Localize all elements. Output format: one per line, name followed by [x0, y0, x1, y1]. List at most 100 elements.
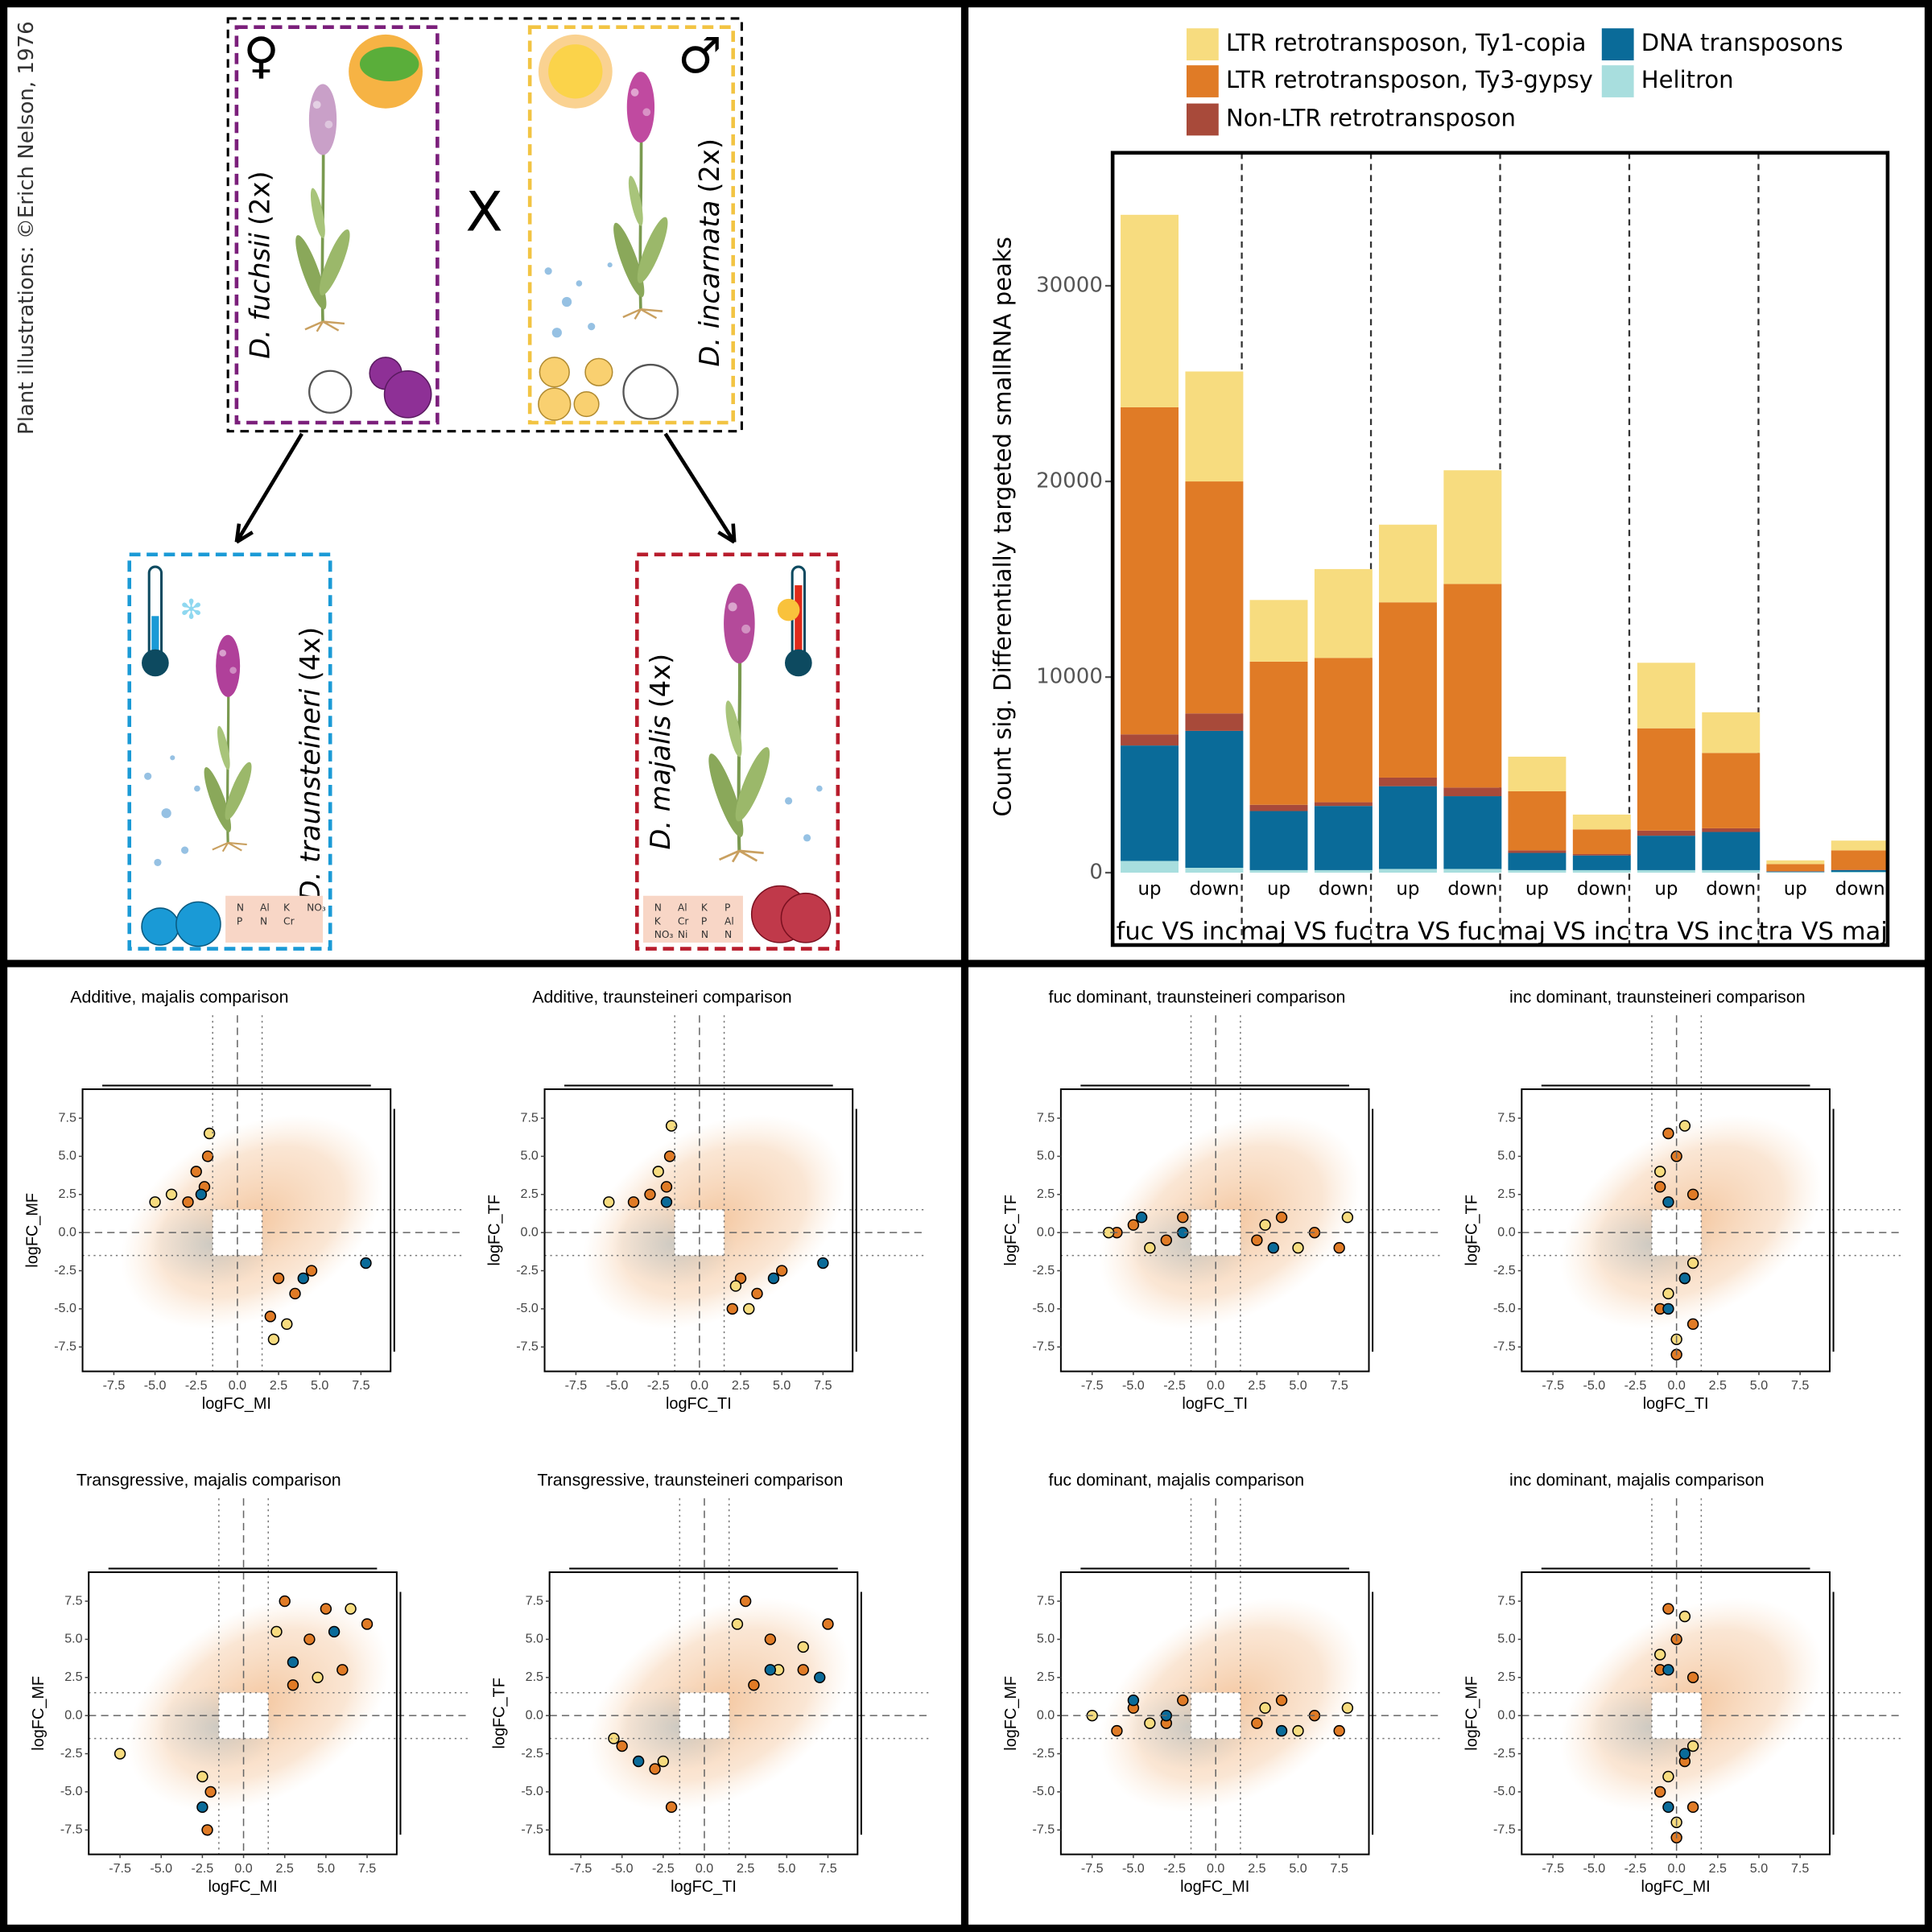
ploidy: (2x): [694, 138, 725, 193]
y-tick-label: 2.5: [1037, 1670, 1055, 1684]
point: [1177, 1695, 1189, 1707]
x-tick-label: 7.5: [1331, 1378, 1348, 1393]
plot-frame: [548, 1571, 859, 1856]
bar-segment: [1508, 852, 1567, 870]
point: [1144, 1717, 1156, 1729]
bar-segment: [1378, 602, 1437, 778]
point: [1653, 1181, 1666, 1193]
point: [1292, 1241, 1304, 1254]
point: [1259, 1702, 1271, 1714]
point: [1177, 1212, 1189, 1224]
point: [203, 1127, 216, 1140]
x-axis-label: logFC_MI: [1641, 1878, 1711, 1896]
legend-swatch: [1186, 65, 1219, 97]
point: [1267, 1241, 1280, 1254]
plot-area: [1086, 1597, 1362, 1813]
point: [1135, 1212, 1148, 1224]
credit: Plant illustrations: ©Erich Nelson, 1976: [14, 21, 39, 435]
point: [264, 1311, 277, 1323]
point: [196, 1770, 208, 1783]
y-axis-label: logFC_TF: [1002, 1195, 1020, 1265]
point: [627, 1196, 640, 1208]
bar-segment: [1314, 869, 1373, 873]
nutrient-label: NO₃: [654, 929, 674, 940]
male-symbol: ♂: [678, 27, 722, 85]
x-tick-label: down: [1577, 879, 1627, 900]
point: [305, 1265, 318, 1277]
point: [1686, 1257, 1699, 1269]
ploidy: (4x): [295, 627, 326, 682]
nutrient-label: K: [654, 915, 662, 927]
bar-segment: [1637, 869, 1695, 873]
y-tick-label: -2.5: [1493, 1263, 1516, 1278]
y-tick-label: 7.5: [64, 1593, 82, 1608]
x-tick-label: 5.0: [311, 1378, 328, 1393]
y-tick-label: -2.5: [60, 1746, 83, 1761]
y-tick-label: 5.0: [1037, 1632, 1055, 1646]
nutrient-label: Ni: [678, 929, 688, 940]
genome-icon: [573, 390, 600, 418]
plot-area: [1559, 1114, 1823, 1360]
bar-segment: [1508, 756, 1567, 791]
bar-segment: [1249, 869, 1308, 873]
bar-segment: [1185, 371, 1244, 482]
point: [289, 1287, 301, 1300]
scatter-plot: inc dominant, majalis comparison -7.5 -5.0…: [1463, 1470, 1904, 1896]
plot-title: fuc dominant, majalis comparison: [1049, 1470, 1305, 1489]
point: [1662, 1770, 1674, 1783]
point: [657, 1755, 670, 1768]
genome-icon: [539, 357, 570, 388]
cross: X: [465, 180, 502, 243]
y-tick-label: 7.5: [526, 1593, 543, 1608]
point: [1662, 1287, 1674, 1300]
point: [1292, 1724, 1304, 1737]
bar-segment: [1378, 524, 1437, 603]
x-tick-label: 2.5: [1709, 1378, 1727, 1393]
bar-segment: [1766, 872, 1825, 873]
point: [1662, 1801, 1674, 1814]
soil-box: [642, 895, 743, 943]
genome-icon: [538, 387, 572, 421]
x-tick-label: -5.0: [1583, 1378, 1605, 1393]
bar-segment: [1766, 864, 1825, 872]
x-tick-label: -2.5: [1163, 1378, 1186, 1393]
point: [1653, 1649, 1666, 1661]
point: [281, 1318, 293, 1331]
nutrient-label: P: [237, 915, 242, 927]
plot-title: inc dominant, majalis comparison: [1509, 1470, 1764, 1489]
y-tick-label: 0.0: [521, 1224, 539, 1239]
x-tick-label: 7.5: [1331, 1861, 1348, 1876]
plot-area: [588, 1595, 851, 1814]
x-tick-label: 2.5: [1248, 1861, 1265, 1876]
legend-swatch: [1186, 28, 1219, 60]
point: [660, 1181, 673, 1193]
x-tick-label: 5.0: [1289, 1378, 1307, 1393]
bar-segment: [1314, 658, 1373, 803]
point: [361, 1618, 374, 1630]
genome-icon: [383, 369, 432, 419]
plant: [703, 584, 776, 862]
x-axis-label: logFC_TI: [1643, 1395, 1709, 1413]
thermometer-bulb: [785, 649, 812, 677]
point: [1686, 1318, 1699, 1331]
bar-segment: [1637, 836, 1695, 870]
y-axis-label: logFC_MF: [30, 1676, 47, 1751]
plot-title: Transgressive, majalis comparison: [76, 1470, 341, 1489]
group-label: tra VS inc: [1634, 918, 1753, 946]
bar-segment: [1443, 584, 1502, 788]
x-tick-label: up: [1137, 879, 1161, 900]
y-tick-label: 7.5: [59, 1110, 76, 1125]
bar-segment: [1121, 214, 1179, 407]
x-tick-label: 2.5: [270, 1378, 287, 1393]
plot-frame: [1059, 1571, 1370, 1856]
x-tick-label: -5.0: [144, 1378, 167, 1393]
point: [1653, 1166, 1666, 1178]
point: [328, 1625, 341, 1638]
point: [303, 1633, 316, 1645]
y-tick-label: 2.5: [1497, 1670, 1515, 1684]
x-tick-label: -2.5: [192, 1861, 214, 1876]
x-axis-label: logFC_MI: [1180, 1878, 1249, 1896]
y-tick-label: 0.0: [64, 1707, 82, 1722]
point: [1678, 1748, 1691, 1760]
scatter-panels: Additive, majalis comparison -7.5 -5.0 -2.5…: [24, 987, 1904, 1896]
